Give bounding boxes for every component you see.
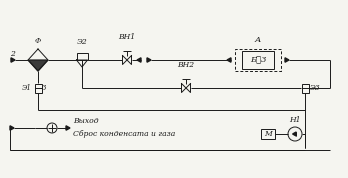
Polygon shape xyxy=(147,58,151,62)
Text: А: А xyxy=(255,36,261,44)
Text: Φ: Φ xyxy=(35,37,41,45)
Bar xyxy=(261,129,275,139)
Text: Э2: Э2 xyxy=(77,38,87,46)
Polygon shape xyxy=(137,58,141,62)
Polygon shape xyxy=(285,58,289,62)
Bar xyxy=(242,51,274,69)
Text: Э3: Э3 xyxy=(310,84,321,92)
Bar xyxy=(301,83,308,93)
Text: Выход: Выход xyxy=(73,117,98,125)
Text: М: М xyxy=(264,130,272,138)
Polygon shape xyxy=(293,132,296,136)
Polygon shape xyxy=(28,60,48,71)
Text: Н1: Н1 xyxy=(289,116,301,124)
Text: Сброс конденсата и газа: Сброс конденсата и газа xyxy=(73,130,175,138)
Polygon shape xyxy=(227,58,231,62)
Text: 2: 2 xyxy=(10,50,15,58)
Polygon shape xyxy=(10,126,14,130)
Text: ВН1: ВН1 xyxy=(118,33,136,41)
Text: 3: 3 xyxy=(42,84,47,92)
Text: ВН2: ВН2 xyxy=(177,61,195,69)
Text: БѸ3: БѸ3 xyxy=(250,56,266,64)
Bar xyxy=(77,53,87,60)
Polygon shape xyxy=(66,126,70,130)
Text: Э1: Э1 xyxy=(22,84,32,92)
Bar xyxy=(34,83,41,93)
Polygon shape xyxy=(11,58,15,62)
Bar xyxy=(235,49,281,71)
